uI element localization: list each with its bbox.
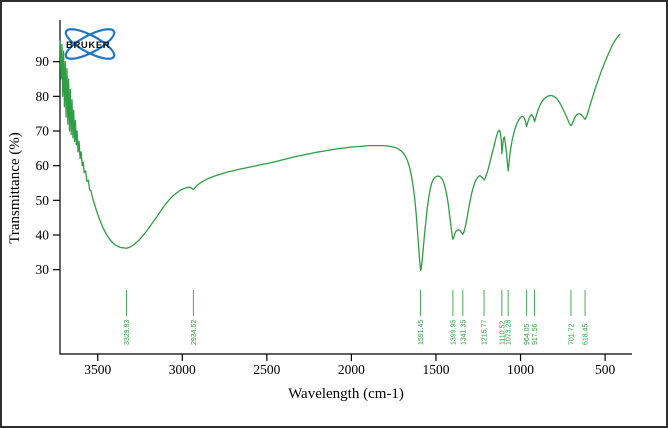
- spectrum-line: [59, 33, 621, 272]
- logo-orbit-ellipse: [64, 28, 116, 60]
- y-tick-label: 70: [36, 124, 50, 139]
- peak-label: 1215.77: [482, 320, 489, 345]
- peak-label: 701.72: [568, 323, 575, 345]
- peak-label: 964.05: [524, 323, 531, 345]
- peak-label: 1110.52: [499, 321, 506, 345]
- peak-label: 1341.35: [460, 320, 467, 345]
- y-tick-label: 30: [36, 262, 50, 277]
- x-tick-label: 2500: [253, 362, 280, 377]
- peak-label: 2934.52: [191, 320, 198, 345]
- peak-label: 1073.28: [506, 320, 513, 345]
- x-tick-label: 1000: [507, 362, 534, 377]
- peak-annotations: 3329.83 2934.52 1591.45 1399.95 1341.35 1215.…: [124, 290, 590, 345]
- logo-orbit-ellipse: [64, 28, 116, 60]
- axes: 30 40 50 60 70 80 90 3500 3000 2500 2000 1500 1000 50…: [36, 20, 632, 377]
- y-axis-label: Transmittance (%): [7, 132, 23, 244]
- y-tick-label: 80: [36, 89, 50, 104]
- peak-label: 1591.45: [418, 320, 425, 345]
- bruker-logo-icon: [64, 28, 116, 60]
- y-tick-label: 90: [36, 54, 50, 69]
- axis-lines: [59, 20, 632, 355]
- peak-label: 3329.83: [124, 320, 131, 345]
- x-tick-label: 1500: [422, 362, 449, 377]
- x-tick-label: 3500: [84, 362, 111, 377]
- x-tick-label: 3000: [169, 362, 196, 377]
- y-tick-label: 40: [36, 228, 50, 243]
- x-tick-label: 500: [595, 362, 616, 377]
- y-tick-label: 50: [36, 193, 50, 208]
- y-tick-label: 60: [36, 158, 50, 173]
- peak-label: 1399.95: [450, 320, 457, 345]
- x-axis-label: Wavelength (cm-1): [288, 386, 404, 402]
- spectrum-curve: [59, 33, 621, 272]
- bruker-logo-text: BRUKER: [66, 40, 110, 51]
- x-tick-label: 2000: [338, 362, 365, 377]
- peak-label: 917.56: [532, 323, 539, 345]
- peak-label: 618.45: [583, 323, 590, 345]
